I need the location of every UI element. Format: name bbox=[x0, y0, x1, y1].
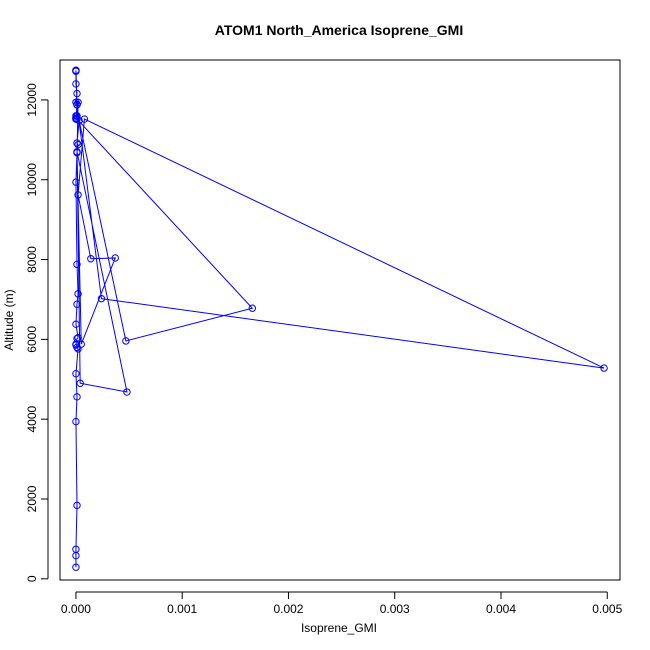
data-point bbox=[87, 255, 95, 263]
y-tick-label: 4000 bbox=[25, 406, 39, 433]
data-point bbox=[73, 101, 81, 109]
y-tick-label: 0 bbox=[25, 575, 39, 582]
data-point bbox=[72, 178, 80, 186]
data-point bbox=[74, 334, 82, 342]
data-point bbox=[72, 563, 80, 571]
series-line bbox=[75, 70, 605, 568]
x-axis-label: Isoprene_GMI bbox=[301, 621, 377, 635]
y-tick-label: 6000 bbox=[25, 326, 39, 353]
series-layer bbox=[72, 66, 608, 571]
data-point bbox=[123, 388, 131, 396]
plot-frame bbox=[59, 59, 621, 581]
x-tick-label: 0.000 bbox=[61, 602, 91, 616]
y-tick-label: 10000 bbox=[25, 163, 39, 197]
data-point bbox=[74, 140, 82, 149]
data-point bbox=[73, 260, 81, 269]
data-point bbox=[73, 300, 81, 308]
data-point bbox=[72, 115, 80, 123]
y-tick-label: 12000 bbox=[25, 83, 39, 117]
data-point bbox=[72, 320, 80, 328]
y-axis: 0 2000 4000 6000 8000 10000 12000 bbox=[25, 83, 49, 582]
data-point bbox=[76, 379, 84, 387]
y-tick-label: 8000 bbox=[25, 246, 39, 273]
data-point bbox=[111, 254, 119, 262]
data-point bbox=[72, 66, 80, 75]
data-point bbox=[248, 304, 257, 312]
data-point bbox=[73, 393, 81, 401]
data-point bbox=[600, 364, 608, 372]
data-point bbox=[72, 545, 80, 553]
data-point bbox=[97, 294, 106, 303]
x-tick-label: 0.001 bbox=[167, 602, 197, 616]
y-tick-label: 2000 bbox=[25, 485, 39, 512]
y-axis-label: Altitude (m) bbox=[2, 289, 16, 350]
data-point bbox=[72, 112, 80, 120]
chart-title: ATOM1 North_America Isoprene_GMI bbox=[215, 22, 463, 38]
data-point bbox=[73, 139, 81, 147]
x-tick-label: 0.005 bbox=[592, 602, 622, 616]
data-point bbox=[77, 340, 85, 348]
data-point bbox=[73, 501, 81, 510]
data-point bbox=[80, 115, 89, 123]
data-point bbox=[72, 369, 80, 378]
x-tick-label: 0.004 bbox=[486, 602, 516, 616]
x-axis: 0.000 0.001 0.002 0.003 0.004 0.005 bbox=[61, 591, 623, 616]
data-point bbox=[73, 334, 81, 343]
x-tick-label: 0.003 bbox=[380, 602, 410, 616]
data-point bbox=[74, 290, 82, 298]
data-point bbox=[122, 337, 130, 345]
data-point bbox=[74, 191, 82, 199]
data-point bbox=[72, 417, 80, 426]
data-point bbox=[73, 148, 81, 157]
data-point bbox=[72, 80, 80, 88]
x-tick-label: 0.002 bbox=[273, 602, 303, 616]
data-point bbox=[73, 89, 81, 98]
